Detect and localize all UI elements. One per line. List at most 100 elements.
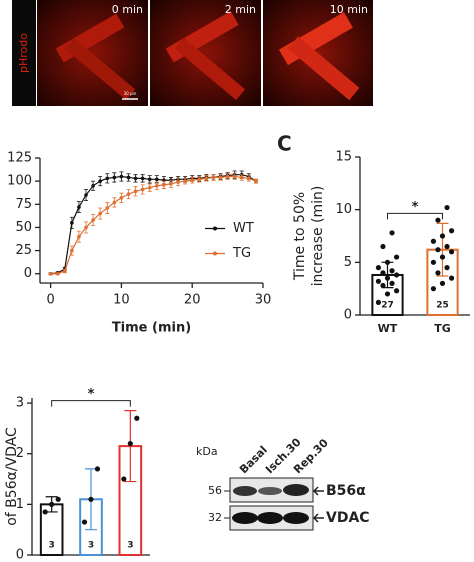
x-tick-label: 20 (184, 293, 201, 308)
stain-label: pHrodo (17, 33, 30, 73)
y-tick-label: 15 (335, 150, 352, 165)
marker (119, 174, 124, 179)
data-point (389, 268, 395, 274)
marker (84, 193, 88, 197)
blot: kDa Basal Isch.30 Rep.30 56 32 B56α VDAC (196, 435, 370, 531)
band (257, 512, 283, 524)
data-point (88, 496, 94, 502)
data-point (375, 278, 382, 284)
data-point (444, 265, 450, 271)
data-point (375, 299, 382, 305)
marker-label: 56 (208, 484, 222, 497)
data-point (439, 280, 446, 286)
data-point (134, 415, 140, 421)
significance-label: * (412, 200, 419, 215)
data-point (127, 440, 133, 447)
y-tick-label: 25 (15, 243, 32, 258)
marker (147, 177, 152, 182)
marker (91, 183, 95, 188)
data-point (81, 519, 88, 525)
marker (225, 174, 230, 179)
marker (247, 176, 251, 181)
y-tick-label: 10 (335, 202, 352, 217)
y-tick-label: 5 (344, 255, 352, 270)
marker (140, 176, 145, 181)
data-point (393, 288, 400, 294)
lane-label: Basal (237, 443, 270, 476)
data-point (448, 249, 455, 255)
marker (55, 271, 60, 276)
marker (119, 196, 124, 200)
band-label: VDAC (326, 510, 370, 526)
n-label: 25 (436, 301, 449, 311)
marker (133, 189, 138, 194)
data-point (439, 233, 446, 239)
marker (105, 206, 110, 210)
data-point (430, 238, 437, 244)
x-tick-label: TG (434, 322, 451, 335)
scale-bar-label: 30 µm (124, 91, 137, 96)
marker (190, 178, 195, 183)
y-axis-label: of B56α/VDAC (4, 427, 20, 526)
data-point (380, 243, 386, 250)
marker (133, 176, 138, 181)
arrow (312, 486, 324, 496)
marker (112, 200, 117, 205)
n-label: 3 (127, 541, 133, 551)
legend-marker (213, 226, 217, 231)
band (283, 512, 309, 524)
data-point (94, 466, 101, 472)
time-label: 0 min (112, 3, 143, 16)
x-tick-label: 30 (255, 293, 272, 308)
n-label: 3 (88, 541, 94, 551)
data-point (380, 270, 386, 276)
y-tick-label: 50 (15, 220, 32, 235)
image-1 (150, 0, 261, 106)
error-bar (436, 222, 449, 277)
marker (48, 271, 53, 276)
x-tick-label: WT (378, 322, 398, 335)
data-point (42, 509, 48, 515)
y-tick-label: 0 (344, 308, 352, 323)
marker (176, 180, 180, 184)
data-point (55, 496, 61, 502)
legend-label: TG (232, 246, 251, 261)
marker (197, 177, 202, 182)
marker (98, 211, 102, 216)
kda-label: kDa (196, 445, 218, 458)
data-point (49, 501, 55, 507)
data-point (393, 254, 400, 260)
marker (140, 187, 145, 192)
n-label: 3 (49, 541, 55, 551)
marker (77, 205, 81, 209)
image-2 (263, 0, 373, 106)
y-tick-label: 0 (24, 266, 32, 281)
data-point (384, 291, 391, 297)
band (232, 512, 258, 524)
marker (126, 175, 131, 180)
y-axis-label: Time to 50% (292, 192, 308, 281)
time-label: 10 min (330, 3, 368, 16)
band (283, 484, 309, 496)
marker (169, 182, 173, 186)
series-line (50, 175, 257, 275)
y-tick-label: 3 (16, 396, 24, 411)
data-point (444, 204, 450, 211)
data-point (448, 228, 455, 234)
data-point (389, 280, 395, 286)
data-point (439, 254, 446, 260)
y-tick-label: 125 (7, 151, 32, 166)
y-tick-label: 2 (16, 446, 24, 461)
legend-marker (213, 251, 217, 256)
marker (155, 183, 159, 188)
band-label: B56α (326, 483, 366, 499)
data-point (384, 259, 391, 265)
label-strip (12, 0, 36, 106)
marker-label: 32 (208, 511, 222, 524)
significance-bracket (51, 400, 131, 407)
marker (162, 183, 166, 187)
band (258, 487, 282, 495)
data-point (448, 275, 455, 281)
marker (77, 234, 81, 239)
